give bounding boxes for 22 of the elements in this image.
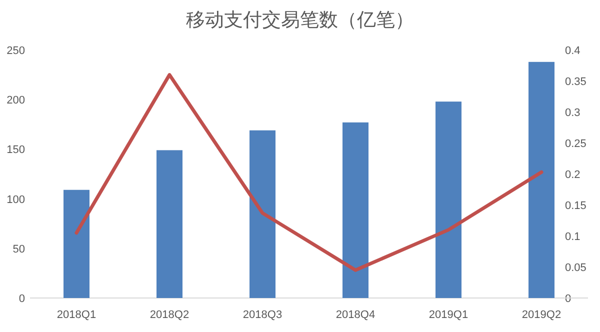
y2-tick-label: 0.05 bbox=[565, 262, 586, 274]
x-tick-label: 2018Q3 bbox=[242, 309, 282, 321]
chart-title: 移动支付交易笔数（亿笔） bbox=[186, 9, 414, 31]
line-series bbox=[74, 73, 544, 272]
x-tick-label: 2018Q1 bbox=[56, 309, 96, 321]
y2-tick-label: 0.35 bbox=[565, 76, 586, 88]
x-tick-label: 2018Q4 bbox=[336, 309, 376, 321]
y2-tick-label: 0.15 bbox=[565, 200, 586, 212]
y2-tick-label: 0.25 bbox=[565, 138, 586, 150]
y2-tick-label: 0.2 bbox=[565, 169, 580, 181]
y2-tick-label: 0.3 bbox=[565, 107, 580, 119]
y-tick-label: 100 bbox=[6, 194, 25, 206]
y-tick-label: 50 bbox=[12, 243, 25, 256]
y2-tick-label: 0.4 bbox=[565, 45, 580, 57]
x-tick-label: 2018Q2 bbox=[150, 309, 190, 321]
y-tick-label: 150 bbox=[6, 144, 25, 156]
y-tick-label: 250 bbox=[6, 45, 25, 57]
y-tick-label: 0 bbox=[18, 293, 25, 305]
y-tick-label: 200 bbox=[6, 94, 25, 107]
x-tick-label: 2019Q2 bbox=[522, 309, 562, 321]
y2-tick-label: 0.1 bbox=[565, 231, 580, 243]
x-tick-label: 2019Q1 bbox=[428, 309, 468, 321]
